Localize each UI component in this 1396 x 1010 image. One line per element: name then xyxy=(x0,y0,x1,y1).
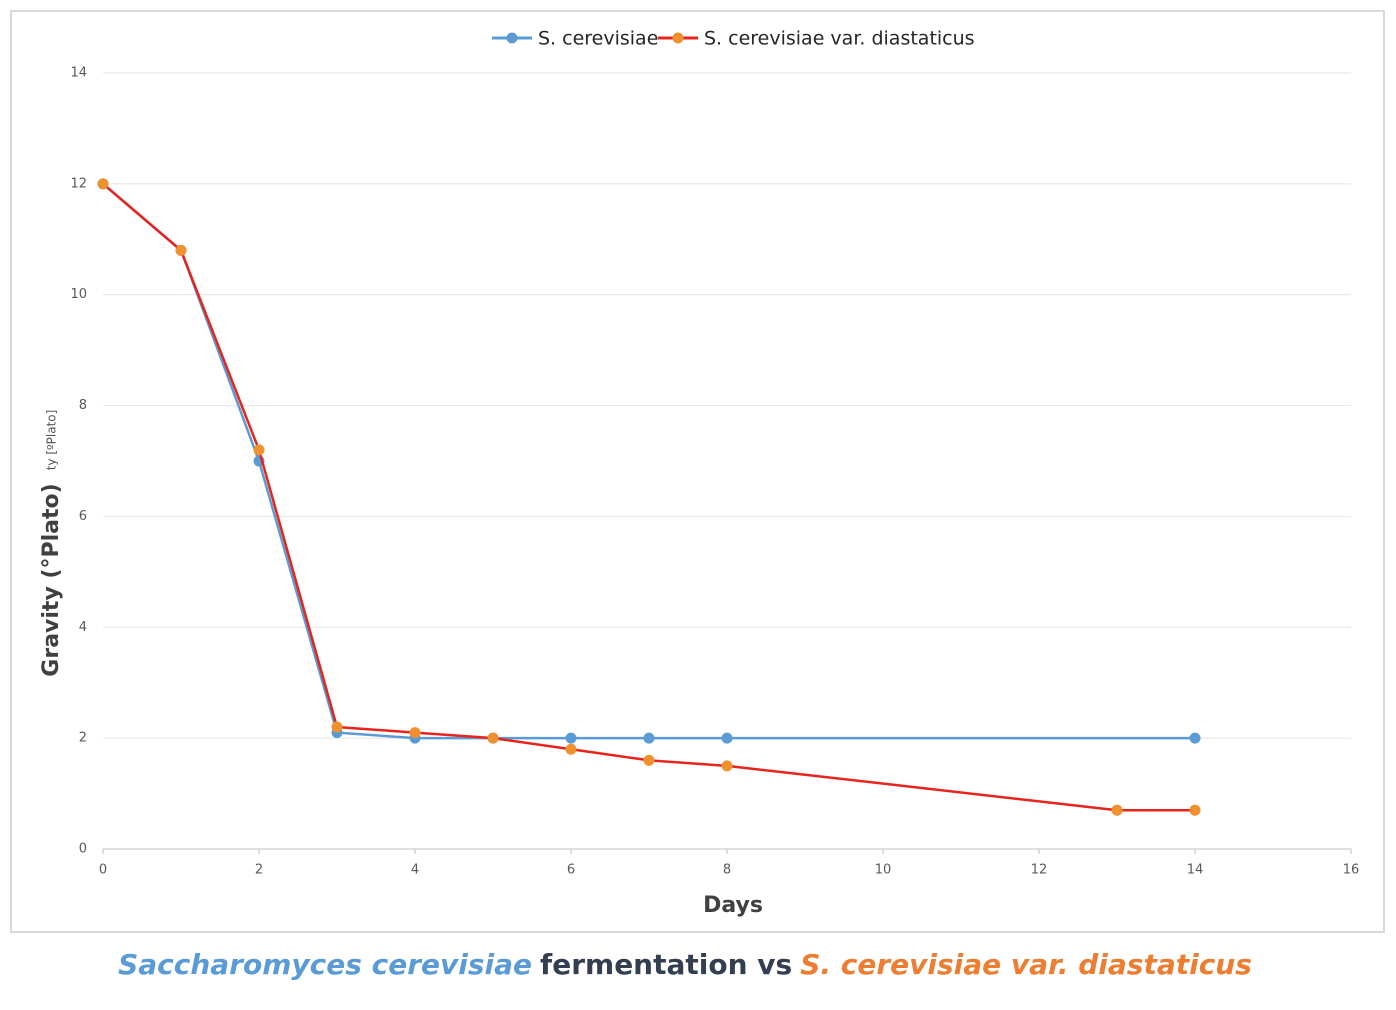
x-tick-label: 4 xyxy=(411,863,419,878)
chart: Days Gravity (°Plato) ty [ºPlato] 0 2 4 6 8 1… xyxy=(10,10,1385,933)
data-point xyxy=(565,743,577,755)
y-tick-label: 14 xyxy=(70,66,87,81)
y-tick-label: 6 xyxy=(79,509,87,524)
data-point xyxy=(487,732,499,744)
x-tick-label: 10 xyxy=(875,863,892,878)
y-tick-label: 2 xyxy=(79,731,87,746)
y-tick-label: 8 xyxy=(79,398,87,413)
x-tick-label: 14 xyxy=(1187,863,1204,878)
y-tick-label: 12 xyxy=(70,176,87,191)
caption-part: fermentation vs xyxy=(540,948,793,981)
data-point xyxy=(643,732,655,744)
data-point xyxy=(331,721,343,733)
legend-label: S. cerevisiae var. diastaticus xyxy=(704,28,975,50)
x-tick-label: 16 xyxy=(1343,863,1360,878)
chart-border xyxy=(10,10,1385,933)
series-line xyxy=(102,182,1195,740)
x-tick-label: 8 xyxy=(723,863,731,878)
data-point xyxy=(253,444,265,456)
x-tick-label: 2 xyxy=(255,863,263,878)
data-point xyxy=(97,178,109,190)
data-point xyxy=(565,732,577,744)
y-tick-label: 0 xyxy=(79,842,87,857)
data-point xyxy=(1189,804,1201,816)
x-tick-label: 6 xyxy=(567,863,575,878)
x-tick-label: 12 xyxy=(1031,863,1048,878)
legend-marker xyxy=(672,32,684,44)
caption-part: S. cerevisiae var. diastaticus xyxy=(800,948,1252,981)
data-point xyxy=(1189,732,1201,744)
data-point xyxy=(721,760,733,772)
caption: Saccharomyces cerevisiae fermentation vs S… xyxy=(0,948,1370,981)
data-point xyxy=(643,754,655,766)
annotation: ty [ºPlato] xyxy=(45,410,59,471)
legend-marker xyxy=(506,32,518,44)
data-point xyxy=(175,244,187,256)
data-point xyxy=(1111,804,1123,816)
legend-label: S. cerevisiae xyxy=(538,28,658,50)
data-point xyxy=(409,727,421,739)
y-tick-label: 10 xyxy=(70,287,87,302)
x-axis-label: Days xyxy=(703,893,763,918)
x-tick-label: 0 xyxy=(99,863,107,878)
caption-part: Saccharomyces cerevisiae xyxy=(118,948,533,981)
y-axis-label: Gravity (°Plato) xyxy=(39,483,64,676)
legend-item: S. cerevisiae var. diastaticus xyxy=(658,28,975,50)
y-tick-label: 4 xyxy=(79,620,87,635)
legend-item: S. cerevisiae xyxy=(492,28,658,50)
data-point xyxy=(721,732,733,744)
